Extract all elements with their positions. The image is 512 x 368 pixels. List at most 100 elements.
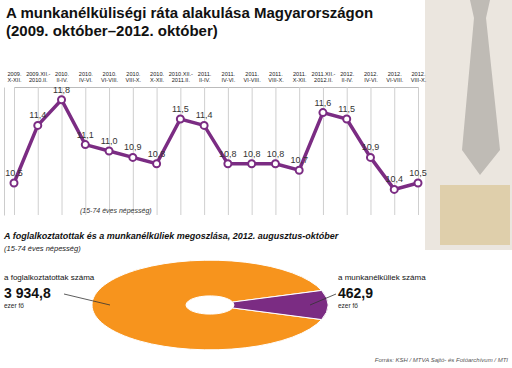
point-marker [82, 141, 89, 148]
point-marker [11, 180, 18, 187]
x-tick: 2009.X-XII. [8, 71, 22, 215]
x-tick-label: 2011.II-IV. [198, 71, 212, 83]
point-marker [34, 122, 41, 129]
data-label: 11,4 [196, 110, 213, 120]
x-grid-line [85, 87, 86, 215]
x-tick: 2012.VI-VIII. [386, 71, 404, 215]
data-label: 10,8 [243, 149, 261, 159]
x-tick: 2011.II-IV. [198, 71, 212, 215]
x-tick-label: 2010.XII.-2011.II. [169, 71, 193, 83]
data-labels: 10,5 11,4 11,8 11,1 11,0 10,9 10,8 11,5 11,4 10,8… [5, 85, 427, 185]
point-marker [391, 186, 398, 193]
x-tick-label: 2012.IV-VI. [364, 71, 378, 83]
x-tick: 2011.VIII-X. [268, 71, 284, 215]
decoration [425, 0, 512, 250]
data-label: 10,5 [409, 168, 427, 178]
chart-note: (15-74 éves népesség) [80, 207, 152, 215]
point-marker [272, 160, 279, 167]
donut-labels: a foglalkoztatottak száma 3 934,8ezer fő a… [4, 273, 426, 309]
data-label: 10,8 [267, 149, 285, 159]
x-tick-label: 2011.X-XII. [293, 71, 307, 83]
y-axis-line [4, 88, 5, 216]
decoration-briefcase [440, 185, 510, 245]
x-grid-line [299, 87, 300, 215]
point-marker [58, 96, 65, 103]
x-tick: 2011.X-XII. [293, 71, 307, 215]
point-marker [129, 154, 136, 161]
x-tick-label: 2009.X-XII. [8, 71, 22, 83]
x-tick-label: 2012.II-IV. [340, 71, 354, 83]
x-tick: 2010.X-XII. [150, 71, 164, 215]
chart-svg: A munkanélküliségi ráta alakulása Magyar… [0, 0, 512, 368]
data-label: 11,5 [172, 104, 189, 114]
x-tick-label: 2012.VIII-X. [411, 71, 427, 83]
x-grid-line [14, 87, 15, 215]
x-grid-line [418, 87, 419, 215]
point-marker [367, 154, 374, 161]
data-label: 11,5 [338, 104, 355, 114]
data-label: 10,9 [362, 142, 380, 152]
chart-container: A munkanélküliségi ráta alakulása Magyar… [0, 0, 512, 368]
label-connector [64, 294, 110, 305]
slice-value: 3 934,8 [4, 285, 51, 301]
data-label: 11,8 [53, 85, 70, 95]
slice-unit: ezer fő [4, 302, 24, 309]
pie-subtitle: (15-74 éves népesség) [4, 244, 81, 253]
point-marker [201, 122, 208, 129]
slice-name: a foglalkoztatottak száma [4, 273, 95, 282]
donut [92, 260, 328, 350]
data-label: 10,8 [148, 149, 166, 159]
x-tick: 2010.VI-VIII. [101, 71, 119, 215]
label-connector [310, 294, 336, 305]
data-label: 11,0 [101, 136, 118, 146]
x-tick-label: 2011.IV-VI. [222, 71, 236, 83]
point-marker [319, 109, 326, 116]
x-tick: 2012.II-IV. [340, 71, 354, 215]
donut-slice [233, 290, 328, 319]
data-label: 10,5 [5, 168, 23, 178]
x-tick-label: 2011.XII.-2012.II. [312, 71, 336, 83]
x-tick: 2011.XII.-2012.II. [312, 71, 336, 215]
x-grid-line [38, 87, 39, 215]
data-label: 10,4 [385, 174, 403, 184]
data-label: 10,9 [124, 142, 142, 152]
plot-area [11, 96, 422, 193]
point-marker [248, 160, 255, 167]
x-grid-line [62, 87, 63, 215]
x-tick-label: 2010.IV-VI. [79, 71, 93, 83]
chart-subtitle: (2009. október–2012. október) [6, 22, 218, 39]
x-tick-label: 2010.VI-VIII. [101, 71, 119, 83]
point-marker [153, 160, 160, 167]
x-tick: 2011.VI-VIII. [244, 71, 262, 215]
point-marker [296, 167, 303, 174]
x-tick-label: 2010.X-XII. [150, 71, 164, 83]
x-tick-label: 2009.XII.-2010.II. [26, 71, 50, 83]
x-grid-line [394, 87, 395, 215]
x-grid-line [204, 87, 205, 215]
series-line [14, 100, 418, 190]
x-tick: 2010.XII.-2011.II. [169, 71, 193, 215]
point-marker [415, 180, 422, 187]
x-tick-label: 2010.II-IV. [55, 71, 69, 83]
point-marker [106, 148, 113, 155]
chart-title: A munkanélküliségi ráta alakulása Magyar… [6, 4, 373, 21]
decoration-tie [462, 0, 500, 175]
data-label: 10,8 [219, 149, 237, 159]
slice-name: a munkanélküliek száma [338, 273, 426, 282]
point-marker [224, 160, 231, 167]
data-label: 10,7 [290, 155, 308, 165]
data-label: 11,4 [29, 110, 46, 120]
x-tick: 2010.IV-VI. [79, 71, 93, 215]
slice-value: 462,9 [338, 285, 373, 301]
pie-title: A foglalkoztatottak és a munkanélküliek … [3, 231, 339, 241]
point-marker [177, 116, 184, 123]
x-tick-label: 2012.VI-VIII. [386, 71, 404, 83]
decoration-background [425, 0, 512, 250]
x-axis: 2009.X-XII. 2009.XII.-2010.II. 2010.II-IV.… [8, 71, 427, 215]
x-tick-label: 2010.VIII-X. [126, 71, 142, 83]
x-tick-label: 2011.VIII-X. [268, 71, 284, 83]
y-axis [4, 88, 5, 216]
point-marker [343, 116, 350, 123]
x-tick-label: 2011.VI-VIII. [244, 71, 262, 83]
data-label: 11,1 [77, 130, 94, 140]
